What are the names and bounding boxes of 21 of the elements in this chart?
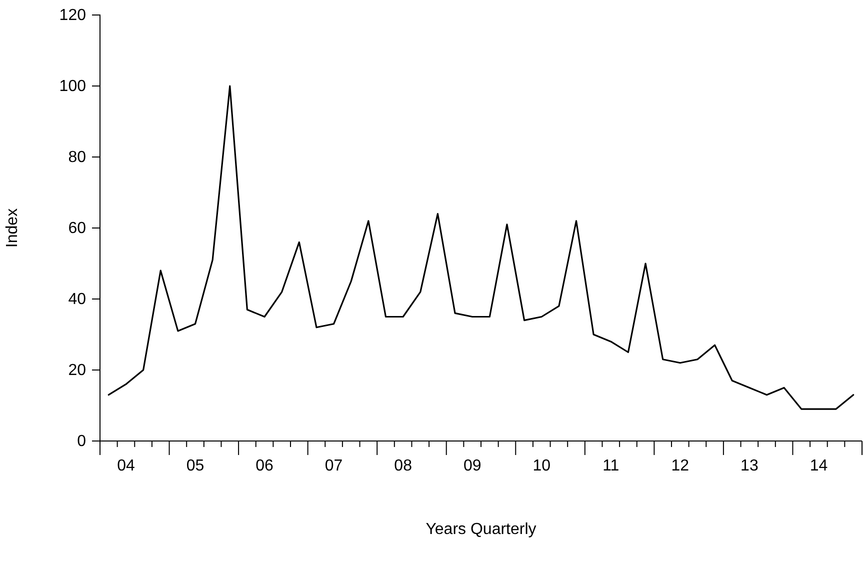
line-series	[108, 85, 854, 410]
y-tick-label: 80	[68, 149, 86, 166]
y-tick-label: 100	[59, 78, 86, 96]
x-tick-label: 14	[810, 457, 828, 474]
x-tick-label: 05	[186, 457, 204, 474]
x-tick-label: 10	[532, 457, 551, 474]
x-axis-title: Years Quarterly	[426, 521, 536, 538]
y-tick-label: 40	[68, 291, 86, 308]
x-tick-label: 13	[740, 457, 758, 474]
x-tick-label: 12	[671, 457, 690, 474]
y-tick-label: 60	[68, 220, 86, 238]
x-tick-label: 09	[463, 457, 482, 474]
x-tick-label: 06	[256, 457, 274, 474]
y-tick-label: 20	[68, 362, 86, 380]
x-tick-label: 08	[394, 457, 412, 474]
y-axis-title: Index	[4, 208, 21, 248]
x-tick-label: 07	[324, 457, 343, 474]
y-tick-label: 0	[77, 433, 86, 450]
y-tick-label: 120	[59, 7, 86, 24]
x-tick-label: 04	[117, 457, 135, 474]
x-tick-label: 11	[602, 457, 620, 474]
